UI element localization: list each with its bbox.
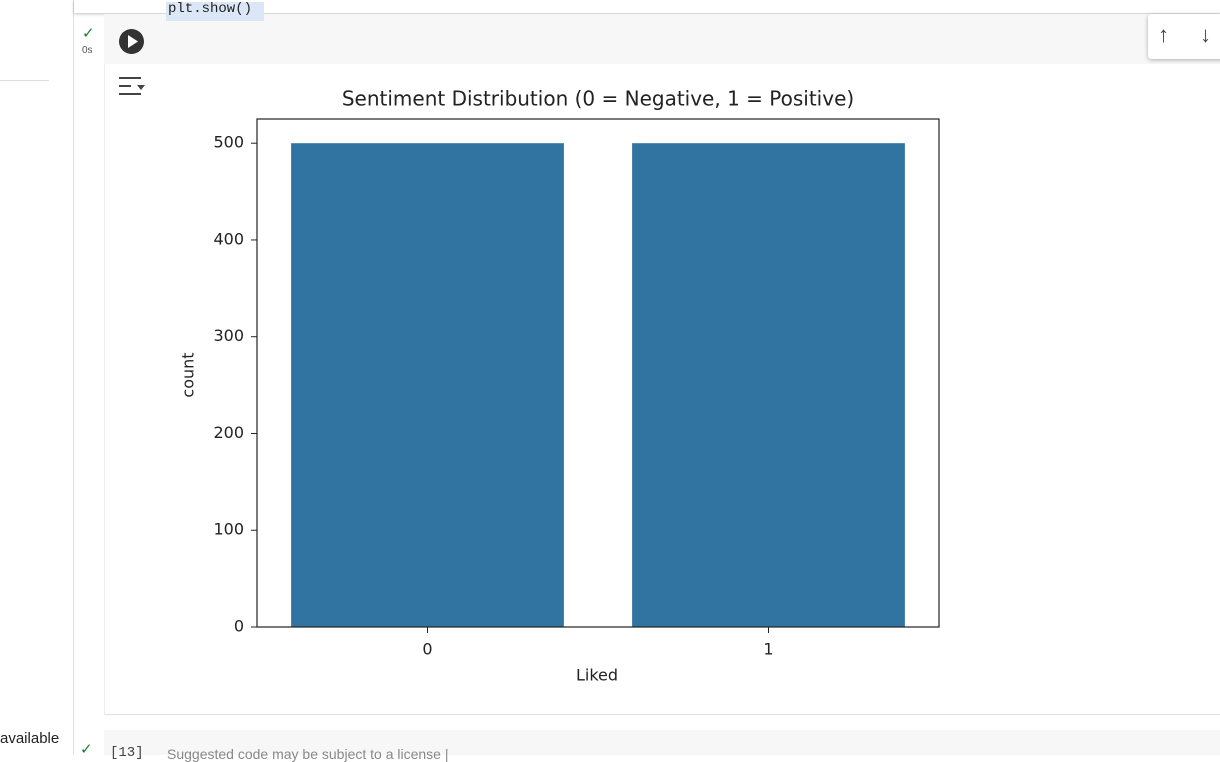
plot-frame — [256, 118, 940, 628]
code-cell — [104, 14, 1220, 64]
y-tick-label: 500 — [213, 133, 244, 152]
output-toggle[interactable] — [117, 74, 147, 100]
bar — [632, 143, 905, 627]
code-line: plt.show() — [166, 2, 265, 21]
output-area — [104, 64, 1220, 715]
y-tick-label: 0 — [234, 617, 244, 636]
y-tick-label: 200 — [213, 423, 244, 442]
x-axis-label: Liked — [576, 666, 618, 685]
run-button[interactable] — [119, 29, 144, 54]
exec-time: 0s — [82, 45, 93, 56]
bar — [291, 143, 564, 627]
move-down[interactable]: ↓ — [1200, 22, 1211, 47]
chart-title: Sentiment Distribution (0 = Negative, 1 … — [342, 87, 854, 111]
sidebar — [0, 0, 74, 755]
x-tick-label: 1 — [763, 640, 773, 659]
y-tick-label: 300 — [213, 326, 244, 345]
x-tick-label: 0 — [422, 640, 432, 659]
move-up[interactable]: ↑ — [1158, 22, 1169, 47]
run-icon — [128, 35, 138, 48]
sidebar-text: available — [0, 730, 60, 747]
check-icon: ✓ — [82, 25, 95, 42]
top-bar — [74, 0, 1220, 13]
y-tick-label: 400 — [213, 229, 244, 248]
next-cell — [104, 730, 1220, 755]
y-tick-label: 100 — [213, 520, 244, 539]
y-axis-label: count — [179, 352, 198, 397]
sidebar-divider — [0, 80, 49, 81]
cell-toolbar: ↑ ↓ — [1148, 14, 1220, 59]
next-check: ✓ — [80, 741, 93, 758]
